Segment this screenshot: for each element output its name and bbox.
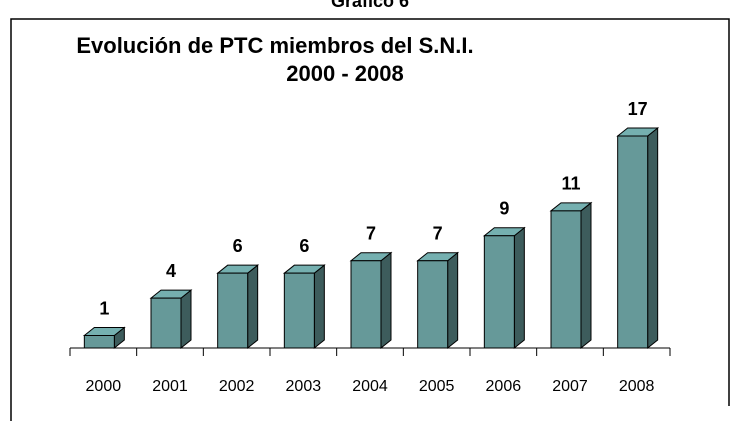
bar-front bbox=[283, 272, 315, 349]
bar bbox=[416, 251, 460, 350]
bar-side bbox=[647, 126, 659, 350]
x-tick-label: 2008 bbox=[619, 378, 655, 395]
chart-subtitle: 2000 - 2008 bbox=[286, 61, 403, 86]
x-tick-label: 2005 bbox=[419, 378, 455, 395]
bar bbox=[349, 251, 393, 350]
bar-front bbox=[617, 135, 649, 349]
chart-title: Evolución de PTC miembros del S.N.I. bbox=[76, 33, 473, 58]
value-label: 1 bbox=[99, 298, 109, 318]
bar-side bbox=[247, 264, 259, 350]
bar-side bbox=[447, 251, 459, 350]
value-label: 9 bbox=[499, 199, 509, 219]
bar bbox=[616, 126, 660, 350]
value-label: 7 bbox=[366, 223, 376, 243]
caption: Gráfico 6 bbox=[331, 0, 409, 11]
bar bbox=[549, 201, 593, 350]
x-tick-label: 2003 bbox=[286, 378, 322, 395]
bar bbox=[149, 289, 193, 350]
value-label: 6 bbox=[299, 236, 309, 256]
x-tick-label: 2001 bbox=[152, 378, 188, 395]
bar-side bbox=[580, 201, 592, 350]
x-tick-label: 2002 bbox=[219, 378, 255, 395]
bar-front bbox=[83, 335, 115, 349]
value-label: 11 bbox=[561, 174, 580, 194]
x-tick-label: 2004 bbox=[352, 378, 388, 395]
frame bbox=[10, 18, 730, 421]
bar bbox=[82, 326, 126, 350]
bar-front bbox=[150, 297, 182, 349]
bar-front bbox=[350, 260, 382, 349]
bar-front bbox=[417, 260, 449, 349]
bar bbox=[482, 226, 526, 350]
x-tick-label: 2006 bbox=[486, 378, 522, 395]
value-label: 17 bbox=[628, 99, 648, 119]
bar bbox=[282, 264, 326, 350]
bar-side bbox=[380, 251, 392, 350]
x-tick-label: 2007 bbox=[552, 378, 588, 395]
value-label: 4 bbox=[166, 261, 176, 281]
bar-side bbox=[313, 264, 325, 350]
x-tick-label: 2000 bbox=[86, 378, 122, 395]
bar-side bbox=[180, 289, 192, 350]
bar-front bbox=[483, 235, 515, 349]
value-label: 7 bbox=[433, 223, 443, 243]
bar-front bbox=[550, 210, 582, 349]
value-label: 6 bbox=[233, 236, 243, 256]
bar bbox=[216, 264, 260, 350]
bar-front bbox=[217, 272, 249, 349]
bar-side bbox=[513, 226, 525, 350]
